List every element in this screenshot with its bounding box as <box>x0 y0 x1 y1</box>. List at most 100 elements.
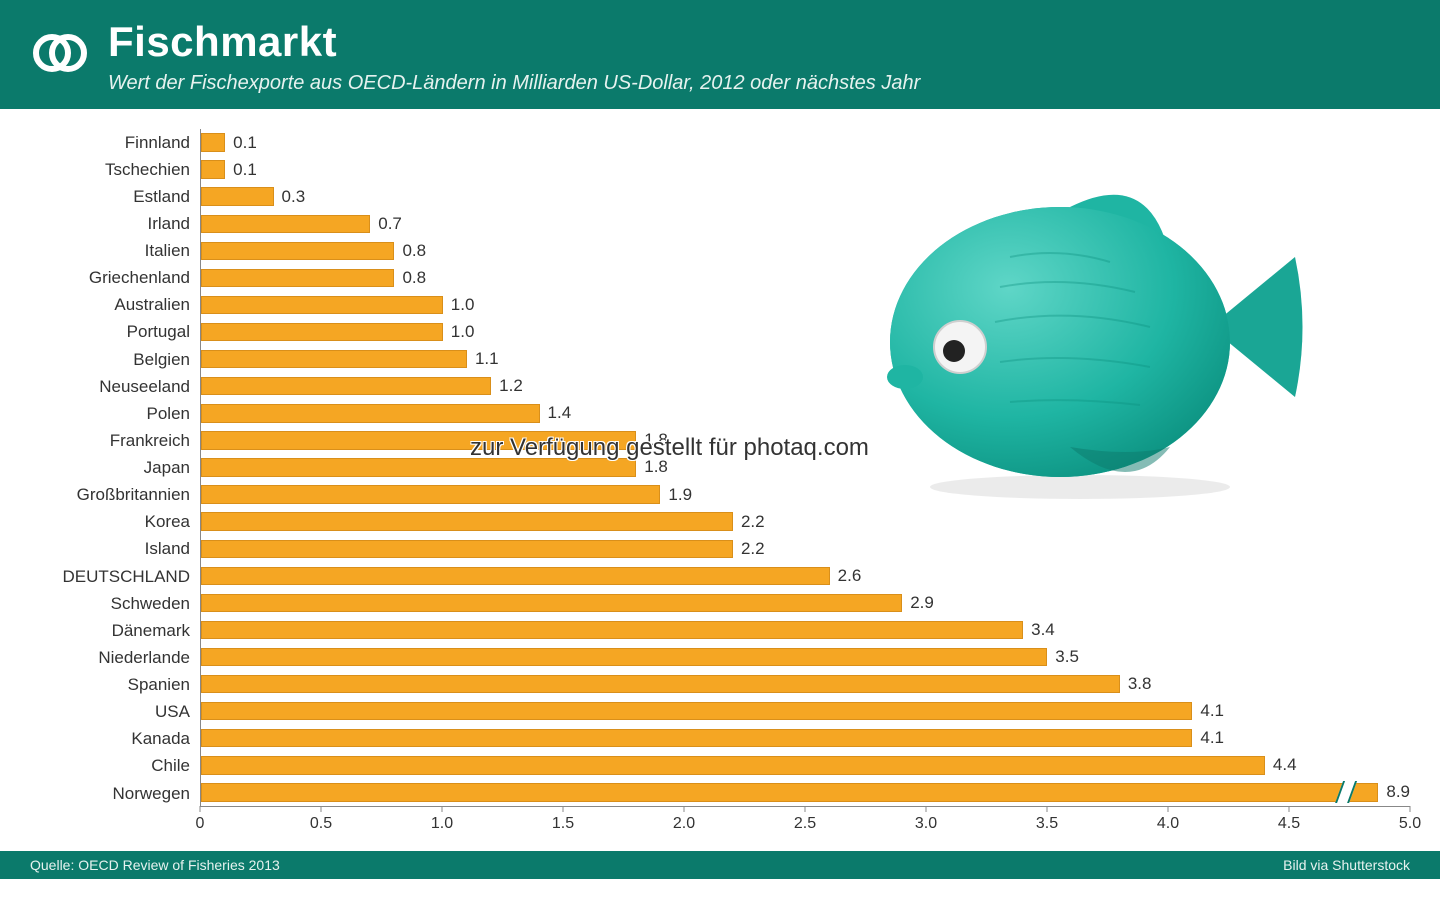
bar-row: 1.8 <box>201 427 1410 454</box>
y-axis-label: Neuseeland <box>30 373 200 400</box>
x-axis-tick-label: 1.5 <box>552 815 574 833</box>
y-axis-label: Italien <box>30 238 200 265</box>
y-axis-label: Kanada <box>30 726 200 753</box>
bar-value-label: 0.7 <box>378 214 402 234</box>
footer: Quelle: OECD Review of Fisheries 2013 Bi… <box>0 851 1440 879</box>
bar-row: 1.0 <box>201 291 1410 318</box>
bar-value-label: 0.8 <box>402 268 426 288</box>
bar-row: 1.9 <box>201 481 1410 508</box>
bar-row: 3.5 <box>201 643 1410 670</box>
y-axis-label: Frankreich <box>30 427 200 454</box>
bar <box>201 377 491 395</box>
y-axis-label: Belgien <box>30 346 200 373</box>
bar-row: 4.1 <box>201 725 1410 752</box>
y-axis-label: USA <box>30 699 200 726</box>
bar-value-label: 3.5 <box>1055 647 1079 667</box>
y-axis-label: Spanien <box>30 672 200 699</box>
bar-row: 3.4 <box>201 616 1410 643</box>
y-axis-label: Korea <box>30 509 200 536</box>
bar <box>201 350 467 368</box>
bar-row: 2.2 <box>201 508 1410 535</box>
bar-row: 0.8 <box>201 237 1410 264</box>
y-axis-label: Australien <box>30 292 200 319</box>
bar-row: 1.0 <box>201 319 1410 346</box>
bar-row: 4.4 <box>201 752 1410 779</box>
bar <box>201 296 443 314</box>
y-axis-label: Chile <box>30 753 200 780</box>
page-subtitle: Wert der Fischexporte aus OECD-Ländern i… <box>108 72 1410 95</box>
y-axis-label: Island <box>30 536 200 563</box>
x-axis: 00.51.01.52.02.53.03.54.04.55.0 <box>200 807 1410 841</box>
bar-row: 2.6 <box>201 562 1410 589</box>
bar-row: 8.9 <box>201 779 1410 806</box>
x-axis-tick-label: 4.0 <box>1157 815 1179 833</box>
bar-row: 2.2 <box>201 535 1410 562</box>
bar <box>201 729 1192 747</box>
bar <box>201 160 225 178</box>
bar <box>201 540 733 558</box>
bar-value-label: 1.0 <box>451 322 475 342</box>
bar-row: 1.2 <box>201 373 1410 400</box>
bar-value-label: 1.9 <box>668 485 692 505</box>
bar-value-label: 0.1 <box>233 160 257 180</box>
footer-source: Quelle: OECD Review of Fisheries 2013 <box>30 857 280 873</box>
y-axis-label: Großbritannien <box>30 482 200 509</box>
y-axis-label: Portugal <box>30 319 200 346</box>
y-axis-label: DEUTSCHLAND <box>30 563 200 590</box>
bar-row: 4.1 <box>201 698 1410 725</box>
bar <box>201 702 1192 720</box>
y-axis-label: Griechenland <box>30 265 200 292</box>
x-axis-tick-label: 2.5 <box>794 815 816 833</box>
bar-row: 0.3 <box>201 183 1410 210</box>
y-axis-label: Dänemark <box>30 617 200 644</box>
x-axis-tick-label: 2.0 <box>673 815 695 833</box>
header-titles: Fischmarkt Wert der Fischexporte aus OEC… <box>108 18 1410 95</box>
bar-row: 3.8 <box>201 671 1410 698</box>
x-axis-tick-label: 0 <box>196 815 205 833</box>
bar-value-label: 0.3 <box>282 187 306 207</box>
bar-value-label: 3.4 <box>1031 620 1055 640</box>
bar <box>201 323 443 341</box>
bar-value-label: 0.1 <box>233 133 257 153</box>
bar <box>201 242 394 260</box>
x-axis-tick-label: 0.5 <box>310 815 332 833</box>
oecd-logo-icon <box>30 24 88 87</box>
bar-value-label: 1.8 <box>644 430 668 450</box>
bar <box>201 404 540 422</box>
x-axis-tick-label: 1.0 <box>431 815 453 833</box>
bar <box>201 215 370 233</box>
y-axis-label: Estland <box>30 183 200 210</box>
bar-row: 0.1 <box>201 156 1410 183</box>
bar-value-label: 2.2 <box>741 512 765 532</box>
y-axis-label: Schweden <box>30 590 200 617</box>
page-title: Fischmarkt <box>108 18 1410 66</box>
bar <box>201 594 902 612</box>
y-axis-label: Finnland <box>30 129 200 156</box>
bar <box>201 567 830 585</box>
bar <box>201 648 1047 666</box>
bar-value-label: 1.4 <box>548 403 572 423</box>
bar <box>201 187 274 205</box>
bar-value-label: 1.8 <box>644 457 668 477</box>
bar-row: 2.9 <box>201 589 1410 616</box>
bar-row: 1.4 <box>201 400 1410 427</box>
bar-row: 0.1 <box>201 129 1410 156</box>
bar-value-label: 4.1 <box>1200 701 1224 721</box>
bar <box>201 485 660 503</box>
bar <box>201 783 1378 801</box>
bar <box>201 431 636 449</box>
bar <box>201 269 394 287</box>
bar <box>201 621 1023 639</box>
bar-value-label: 3.8 <box>1128 674 1152 694</box>
bar-value-label: 1.1 <box>475 349 499 369</box>
header: Fischmarkt Wert der Fischexporte aus OEC… <box>0 0 1440 111</box>
bar <box>201 756 1265 774</box>
bar-chart: FinnlandTschechienEstlandIrlandItalienGr… <box>30 129 1410 841</box>
bar-value-label: 2.2 <box>741 539 765 559</box>
y-axis-label: Tschechien <box>30 156 200 183</box>
bar-row: 0.8 <box>201 264 1410 291</box>
bar-value-label: 8.9 <box>1386 782 1410 802</box>
bar-row: 1.1 <box>201 346 1410 373</box>
y-axis-label: Norwegen <box>30 780 200 807</box>
x-axis-tick-label: 4.5 <box>1278 815 1300 833</box>
